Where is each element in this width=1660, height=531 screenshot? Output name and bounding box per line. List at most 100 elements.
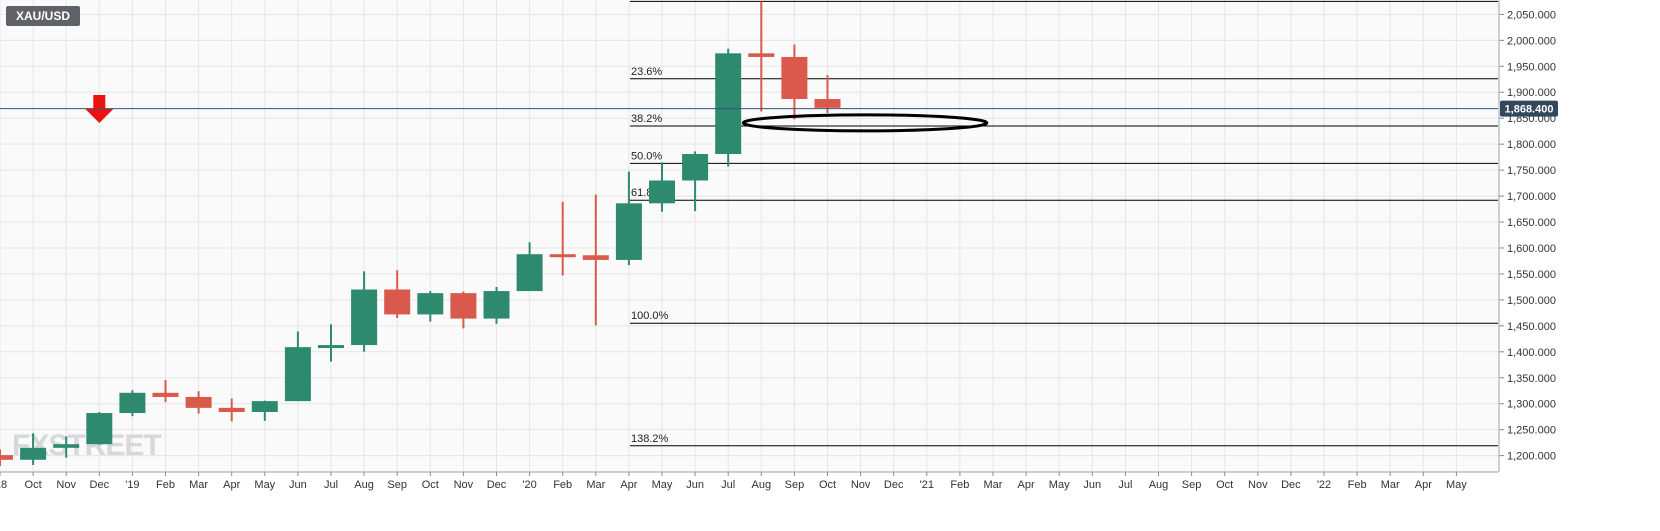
candle-body bbox=[20, 448, 46, 460]
x-tick-label: '19 bbox=[125, 479, 139, 491]
x-tick-label: Apr bbox=[223, 479, 240, 491]
x-tick-label: '20 bbox=[522, 479, 536, 491]
x-tick-label: Dec bbox=[884, 479, 904, 491]
candle-body bbox=[748, 53, 774, 57]
current-price-label: 1,868.400 bbox=[1505, 104, 1554, 116]
x-tick-label: Oct bbox=[819, 479, 836, 491]
candle-body bbox=[53, 444, 79, 448]
fib-level-label: 50.0% bbox=[631, 150, 662, 162]
x-tick-label: May bbox=[1049, 479, 1070, 491]
symbol-badge: XAU/USD bbox=[6, 6, 80, 26]
x-tick-label: Oct bbox=[25, 479, 42, 491]
y-tick-label: 1,800.000 bbox=[1507, 139, 1556, 151]
x-tick-label: Feb bbox=[950, 479, 969, 491]
candle-body bbox=[517, 254, 543, 291]
x-tick-label: Nov bbox=[1248, 479, 1268, 491]
candle-body bbox=[0, 455, 13, 460]
x-tick-label: Feb bbox=[553, 479, 572, 491]
y-tick-label: 1,400.000 bbox=[1507, 347, 1556, 359]
x-tick-label: Nov bbox=[56, 479, 76, 491]
x-tick-label: Sep bbox=[785, 479, 805, 491]
candle-body bbox=[715, 53, 741, 154]
candle-body bbox=[550, 254, 576, 257]
x-tick-label: Jul bbox=[721, 479, 735, 491]
candle-body bbox=[219, 408, 245, 412]
x-tick-label: Aug bbox=[1149, 479, 1169, 491]
candle-body bbox=[285, 347, 311, 401]
y-tick-label: 1,750.000 bbox=[1507, 165, 1556, 177]
x-tick-label: Feb bbox=[1348, 479, 1367, 491]
y-tick-label: 1,700.000 bbox=[1507, 191, 1556, 203]
candle-body bbox=[384, 290, 410, 315]
fib-level-label: 100.0% bbox=[631, 310, 669, 322]
candle bbox=[86, 412, 112, 445]
candle-body bbox=[252, 401, 278, 412]
x-tick-label: Jun bbox=[686, 479, 704, 491]
candle-body bbox=[351, 290, 377, 346]
x-tick-label: May bbox=[1446, 479, 1467, 491]
x-tick-label: '18 bbox=[0, 479, 7, 491]
grid-lines: FXSTREET bbox=[0, 0, 1498, 472]
x-tick-label: Mar bbox=[1381, 479, 1400, 491]
y-tick-label: 1,300.000 bbox=[1507, 399, 1556, 411]
candle-body bbox=[649, 180, 675, 203]
x-tick-label: Mar bbox=[586, 479, 605, 491]
y-tick-label: 1,200.000 bbox=[1507, 451, 1556, 463]
y-tick-label: 2,000.000 bbox=[1507, 35, 1556, 47]
x-tick-label: Mar bbox=[189, 479, 208, 491]
fib-level-label: 23.6% bbox=[631, 66, 662, 78]
x-tick-label: May bbox=[254, 479, 275, 491]
x-tick-label: Oct bbox=[422, 479, 439, 491]
y-tick-label: 1,600.000 bbox=[1507, 243, 1556, 255]
candle-body bbox=[119, 393, 145, 413]
candle-body bbox=[484, 291, 510, 319]
x-tick-label: '22 bbox=[1317, 479, 1331, 491]
x-tick-label: Jul bbox=[1118, 479, 1132, 491]
x-tick-label: Feb bbox=[156, 479, 175, 491]
x-tick-label: Jul bbox=[324, 479, 338, 491]
y-tick-label: 2,050.000 bbox=[1507, 9, 1556, 21]
y-tick-label: 1,500.000 bbox=[1507, 295, 1556, 307]
x-tick-label: Apr bbox=[1415, 479, 1432, 491]
y-tick-label: 1,550.000 bbox=[1507, 269, 1556, 281]
x-tick-label: Oct bbox=[1216, 479, 1233, 491]
candle bbox=[715, 49, 741, 167]
candle-body bbox=[153, 393, 179, 397]
candle bbox=[119, 390, 145, 416]
candle-body bbox=[583, 255, 609, 260]
fib-level-label: 38.2% bbox=[631, 113, 662, 125]
candle-body bbox=[417, 293, 443, 314]
candle-body bbox=[682, 154, 708, 180]
x-tick-label: Dec bbox=[487, 479, 507, 491]
y-tick-label: 1,250.000 bbox=[1507, 425, 1556, 437]
y-tick-label: 1,950.000 bbox=[1507, 61, 1556, 73]
x-tick-label: Dec bbox=[90, 479, 110, 491]
y-tick-label: 1,450.000 bbox=[1507, 321, 1556, 333]
candle-body bbox=[450, 293, 476, 318]
y-tick-label: 1,650.000 bbox=[1507, 217, 1556, 229]
x-tick-label: Nov bbox=[851, 479, 871, 491]
x-tick-label: '21 bbox=[920, 479, 934, 491]
x-tick-label: Mar bbox=[984, 479, 1003, 491]
x-tick-label: Jun bbox=[1083, 479, 1101, 491]
candle-body bbox=[186, 397, 212, 408]
x-tick-label: Nov bbox=[454, 479, 474, 491]
x-tick-label: Sep bbox=[1182, 479, 1202, 491]
candle-body bbox=[616, 203, 642, 260]
candle-body bbox=[86, 413, 112, 444]
x-tick-label: Jun bbox=[289, 479, 307, 491]
x-tick-label: Aug bbox=[752, 479, 772, 491]
x-tick-label: Apr bbox=[620, 479, 637, 491]
fib-level-label: 138.2% bbox=[631, 433, 669, 445]
candle-body bbox=[781, 57, 807, 99]
x-tick-label: Sep bbox=[387, 479, 407, 491]
x-tick-label: Apr bbox=[1018, 479, 1035, 491]
plot-background bbox=[0, 0, 1498, 472]
candle bbox=[484, 287, 510, 324]
x-tick-label: Aug bbox=[354, 479, 374, 491]
candle-body bbox=[815, 99, 841, 108]
y-tick-label: 1,900.000 bbox=[1507, 87, 1556, 99]
x-tick-label: May bbox=[652, 479, 673, 491]
